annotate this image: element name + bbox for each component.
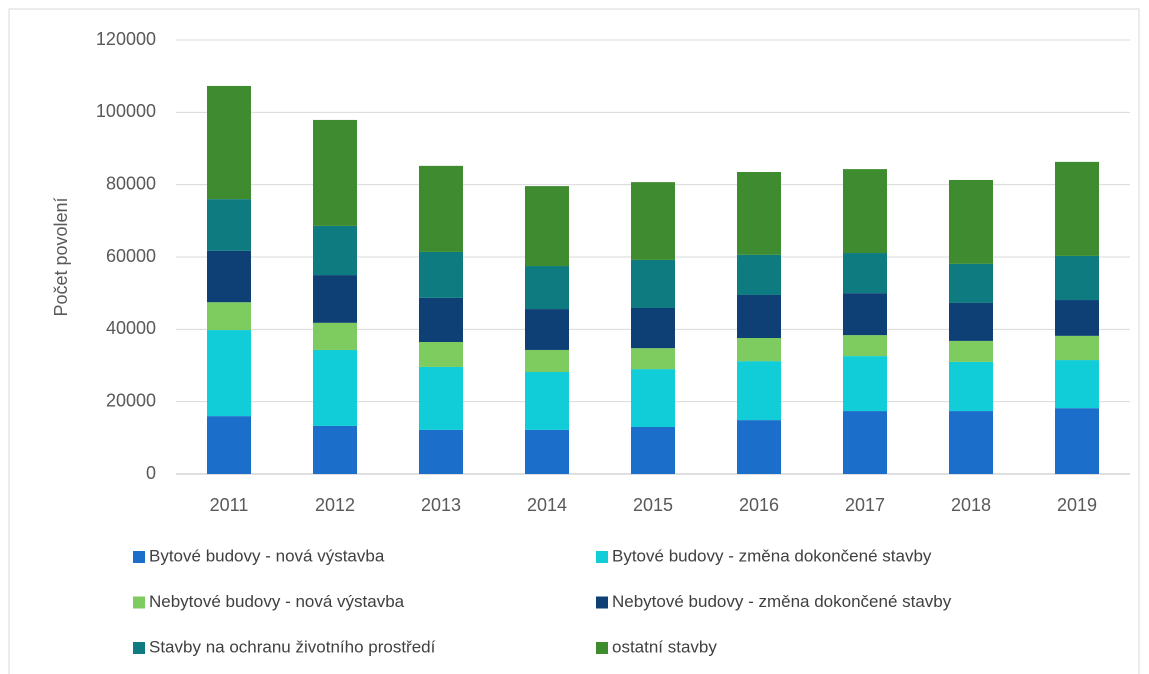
bar-segment [843,411,887,474]
legend-swatch [133,642,145,654]
x-tick-label: 2018 [951,495,991,515]
y-tick-label: 60000 [106,246,156,266]
y-tick-label: 0 [146,463,156,483]
bar-segment [949,361,993,412]
bar-segment [843,335,887,357]
y-tick-label: 40000 [106,318,156,338]
bar-segment [313,119,357,226]
bar-segment [949,340,993,362]
bar-segment [949,179,993,264]
legend-label: Nebytové budovy - změna dokončené stavby [612,592,952,611]
legend-label: Stavby na ochranu životního prostředí [149,637,436,656]
bar-segment [1055,255,1099,301]
bar-segment [207,250,251,303]
bar-segment [631,259,675,308]
bar-segment [1055,300,1099,336]
bar-segment [525,309,569,350]
bar-segment [313,275,357,323]
bar-segment [843,293,887,336]
bar-segment [737,361,781,421]
legend-swatch [596,642,608,654]
bar-segment [525,429,569,474]
bar-segment [419,297,463,342]
bar-segment [631,182,675,260]
bar-segment [1055,161,1099,256]
bar-segment [313,322,357,350]
bar-segment [207,302,251,331]
bar-segment [207,330,251,417]
y-tick-label: 100000 [96,101,156,121]
bar-segment [525,349,569,373]
legend-label: Bytové budovy - změna dokončené stavby [612,546,932,565]
bar-segment [207,416,251,474]
bar-segment [313,349,357,426]
bar-segment [949,411,993,474]
legend-swatch [596,551,608,563]
legend-label: Nebytové budovy - nová výstavba [149,592,405,611]
bar-segment [1055,360,1099,409]
x-tick-label: 2017 [845,495,885,515]
bar-segment [419,251,463,298]
bar-segment [737,254,781,295]
bar-segment [419,165,463,252]
bar-segment [843,169,887,254]
x-tick-label: 2014 [527,495,567,515]
bar-segment [525,372,569,430]
bar-segment [737,172,781,255]
y-tick-label: 120000 [96,29,156,49]
bar-segment [525,186,569,267]
bar-segment [1055,408,1099,474]
bar-segment [207,85,251,200]
bar-segment [207,199,251,251]
x-tick-label: 2012 [315,495,355,515]
x-tick-label: 2019 [1057,495,1097,515]
legend-label: Bytové budovy - nová výstavba [149,546,385,565]
x-tick-label: 2013 [421,495,461,515]
legend-swatch [133,596,145,609]
bar-segment [631,369,675,427]
bar-segment [949,263,993,303]
y-axis-label: Počet povolení [51,197,71,316]
bar-segment [419,429,463,474]
bar-segment [737,294,781,339]
bar-segment [737,420,781,474]
legend-label: ostatní stavby [612,637,717,656]
y-tick-label: 20000 [106,390,156,410]
bar-segment [949,302,993,341]
bar-segment [631,348,675,370]
y-tick-label: 80000 [106,173,156,193]
x-tick-label: 2016 [739,495,779,515]
bar-segment [737,338,781,362]
bar-segment [419,341,463,367]
bar-segment [525,266,569,310]
x-tick-label: 2015 [633,495,673,515]
bar-segment [843,253,887,294]
bar-segment [631,426,675,474]
bar-segment [631,307,675,349]
x-tick-label: 2011 [210,495,249,515]
bar-segment [313,225,357,276]
bar-segment [313,425,357,474]
legend-swatch [596,596,608,609]
legend-swatch [133,551,145,563]
bar-segment [843,356,887,412]
bar-segment [419,366,463,430]
bar-segment [1055,335,1099,361]
chart-border [8,8,1140,674]
